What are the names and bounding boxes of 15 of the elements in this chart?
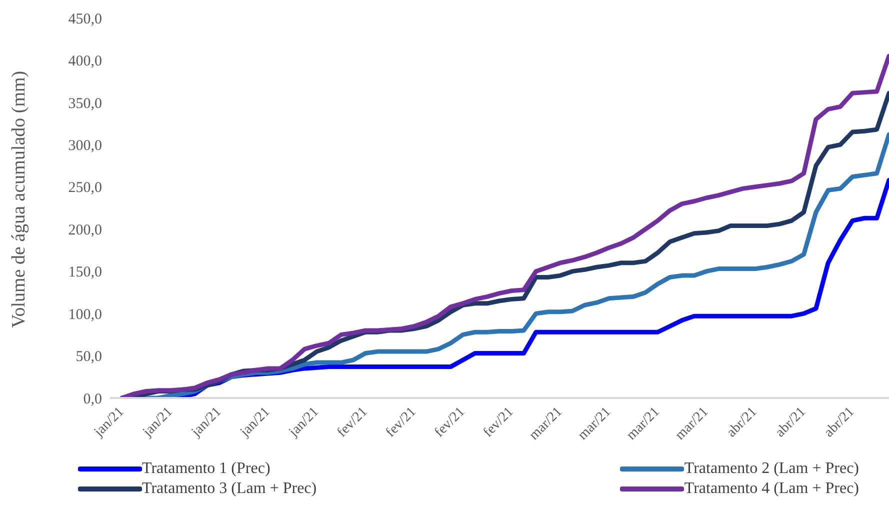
legend-label: Tratamento 2 (Lam + Prec) [684, 460, 859, 478]
legend-label: Tratamento 1 (Prec) [142, 460, 270, 478]
y-tick-label: 300,0 [68, 138, 102, 154]
y-tick-label: 350,0 [68, 96, 102, 112]
y-axis-title: Volume de água acumulado (mm) [8, 70, 30, 328]
y-tick-label: 200,0 [68, 222, 102, 238]
y-tick-label: 450,0 [68, 11, 102, 28]
y-tick-label: 50,0 [76, 349, 102, 366]
legend-label: Tratamento 3 (Lam + Prec) [142, 480, 317, 498]
y-tick-label: 250,0 [68, 180, 102, 196]
y-tick-label: 100,0 [68, 306, 102, 323]
y-tick-label: 0,0 [83, 391, 102, 408]
legend-label: Tratamento 4 (Lam + Prec) [684, 480, 859, 498]
y-tick-label: 150,0 [68, 264, 102, 281]
y-tick-label: 400,0 [68, 54, 102, 70]
